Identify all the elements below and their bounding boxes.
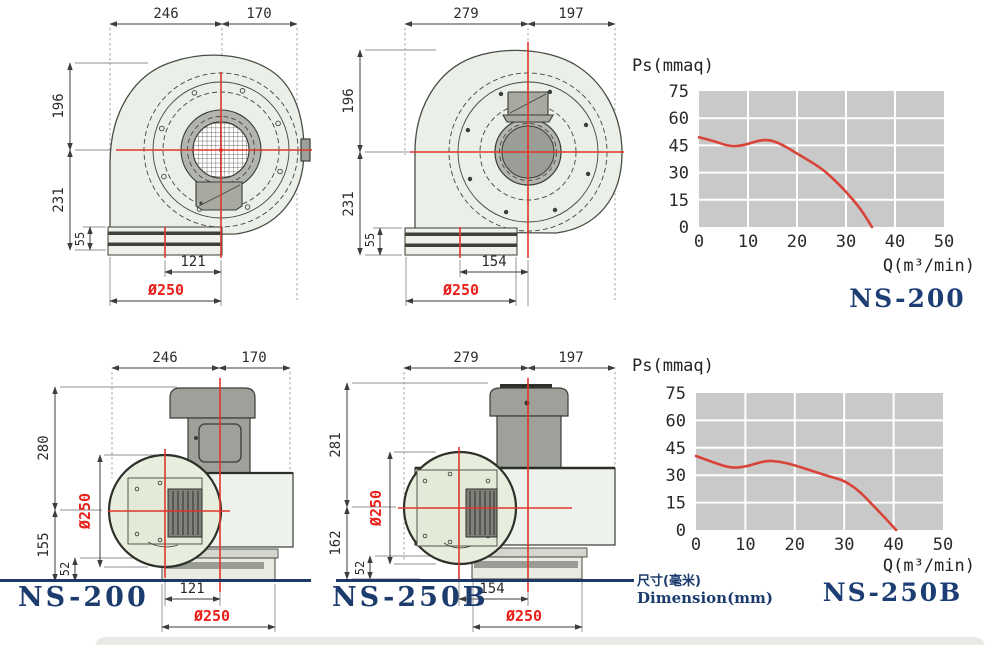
y-tick-label: 0 xyxy=(679,218,689,238)
motor-body xyxy=(496,415,562,469)
chart-title-ns200: NS-200 xyxy=(849,284,966,313)
ground-line-right xyxy=(336,579,634,582)
dim-label: 121 xyxy=(179,581,204,597)
performance-curve xyxy=(694,454,898,532)
performance-curve xyxy=(697,135,874,229)
dim-label: 281 xyxy=(328,432,344,457)
dim-label: 155 xyxy=(36,532,52,557)
drawing-ns200-front: 246 170 196 231 55 xyxy=(51,6,312,306)
x-tick-label: 0 xyxy=(691,535,701,555)
dim-label: 55 xyxy=(363,233,377,247)
x-tick-label: 20 xyxy=(787,232,807,252)
dim-label: 162 xyxy=(328,530,344,555)
y-tick-label: 60 xyxy=(669,109,689,129)
y-tick-label: 60 xyxy=(666,411,686,431)
chart-x-axis-label: Q(m³/min) xyxy=(882,256,975,276)
dim-label: 170 xyxy=(246,6,271,22)
dim-label: 279 xyxy=(453,6,478,22)
performance-chart-ns200: 0 10 20 30 40 50 0 15 30 45 60 75 xyxy=(669,82,955,252)
y-tick-label: 75 xyxy=(669,82,689,102)
dim-label: 197 xyxy=(558,6,583,22)
bolt-holes xyxy=(465,89,591,215)
y-tick-label: 30 xyxy=(666,466,686,486)
dim-label: 55 xyxy=(73,232,87,246)
impeller xyxy=(167,488,203,538)
dim-label-diameter: Ø250 xyxy=(76,493,94,530)
dim-label: 231 xyxy=(341,191,357,216)
x-tick-label: 50 xyxy=(933,535,953,555)
x-tick-label: 40 xyxy=(883,535,903,555)
footer-bar xyxy=(95,637,985,645)
drawing-label-ns250b: NS-250B xyxy=(332,582,489,613)
motor-cap xyxy=(169,387,256,419)
dim-label: 196 xyxy=(51,93,67,118)
dim-label: 52 xyxy=(58,562,72,576)
dim-label: 246 xyxy=(152,350,177,366)
chart-title-ns250b: NS-250B xyxy=(822,578,963,607)
chart-y-axis-label: Ps(mmaq) xyxy=(632,356,714,376)
dim-label-diameter: Ø250 xyxy=(193,607,230,625)
x-tick-label: 10 xyxy=(738,232,758,252)
x-tick-label: 40 xyxy=(885,232,905,252)
dim-label: 231 xyxy=(51,187,67,212)
dimension-note-en: Dimension(mm) xyxy=(637,589,774,607)
plot-area xyxy=(696,393,943,530)
dimension-note-cn: 尺寸(毫米) xyxy=(637,574,701,589)
x-tick-label: 10 xyxy=(735,535,755,555)
dim-label-diameter: Ø250 xyxy=(367,490,385,527)
dim-label: 52 xyxy=(353,561,367,575)
drawing-label-ns200: NS-200 xyxy=(18,582,149,613)
y-tick-label: 45 xyxy=(666,439,686,459)
drawing-ns250b-side: 279 197 281 162 52 Ø250 xyxy=(328,350,616,632)
x-tick-label: 0 xyxy=(694,232,704,252)
dim-label: 121 xyxy=(180,254,205,270)
dim-label: 154 xyxy=(481,254,506,270)
drawing-ns200-side: 246 170 280 155 52 Ø250 xyxy=(36,350,294,632)
x-tick-label: 20 xyxy=(785,535,805,555)
dim-label: 154 xyxy=(479,581,504,597)
x-tick-label: 30 xyxy=(834,535,854,555)
dim-label-diameter: Ø250 xyxy=(442,281,479,299)
dim-label: 280 xyxy=(36,435,52,460)
x-tick-label: 30 xyxy=(836,232,856,252)
dim-label: 279 xyxy=(453,350,478,366)
dimension-note: 尺寸(毫米) Dimension(mm) xyxy=(637,570,773,607)
y-tick-label: 15 xyxy=(669,191,689,211)
y-tick-label: 0 xyxy=(676,521,686,541)
plot-area xyxy=(699,91,944,227)
impeller xyxy=(465,488,498,538)
drawing-ns250b-front: 279 197 196 231 55 xyxy=(341,6,624,306)
dim-label: 170 xyxy=(241,350,266,366)
y-tick-label: 15 xyxy=(666,494,686,514)
dim-label: 197 xyxy=(558,350,583,366)
ground-line-left xyxy=(0,579,311,582)
performance-chart-ns250b: 0 10 20 30 40 50 0 15 30 45 60 75 xyxy=(666,384,954,555)
dim-label: 196 xyxy=(341,88,357,113)
dim-label-diameter: Ø250 xyxy=(505,607,542,625)
chart-x-axis-label: Q(m³/min) xyxy=(882,556,975,576)
dim-label: 246 xyxy=(153,6,178,22)
base-duct xyxy=(404,227,518,256)
dim-label-diameter: Ø250 xyxy=(147,281,184,299)
y-tick-label: 45 xyxy=(669,136,689,156)
chart-y-axis-label: Ps(mmaq) xyxy=(632,56,714,76)
y-tick-label: 30 xyxy=(669,164,689,184)
x-tick-label: 50 xyxy=(934,232,954,252)
y-tick-label: 75 xyxy=(666,384,686,404)
